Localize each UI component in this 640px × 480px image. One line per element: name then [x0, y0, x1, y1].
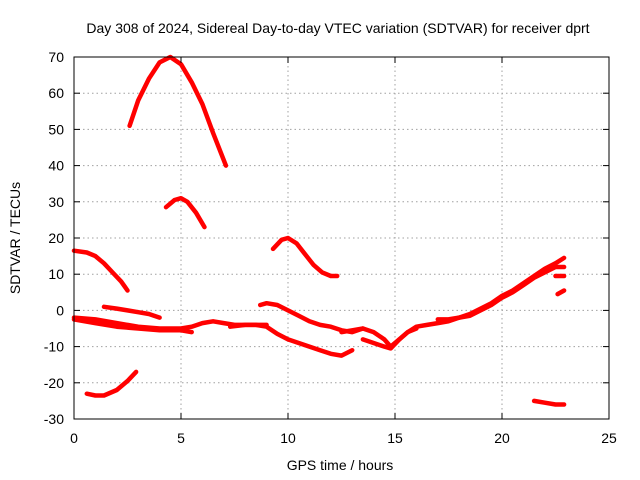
y-tick-label: 20: [48, 230, 64, 246]
series-rise-main: [360, 255, 567, 351]
series-band-lower: [71, 317, 194, 335]
series-arc-mid-a: [163, 195, 207, 230]
x-axis-label: GPS time / hours: [287, 457, 394, 473]
ticks-layer: 0 5 10 15 20 25 -30 -20 -10 0 10 20 30 40 50 60 70: [44, 49, 617, 446]
x-tick-label: 5: [177, 430, 185, 446]
x-tick-label: 20: [494, 430, 510, 446]
series-arc-left-mid: [101, 304, 162, 320]
series-arc-high: [127, 54, 229, 168]
y-axis-label: SDTVAR / TECUs: [7, 182, 23, 294]
y-tick-label: -10: [44, 339, 64, 355]
series-layer: [71, 54, 567, 407]
x-tick-label: 0: [70, 430, 78, 446]
series-mid-bump: [257, 300, 366, 335]
grid-layer: [74, 57, 609, 419]
x-tick-label: 15: [387, 430, 403, 446]
series-lower-right: [531, 398, 567, 407]
series-rise-secondary: [435, 264, 567, 322]
series-arc-mid-b: [270, 235, 340, 279]
series-end-stub-b: [555, 288, 567, 297]
y-tick-label: 30: [48, 194, 64, 210]
x-tick-label: 25: [601, 430, 617, 446]
y-tick-label: 60: [48, 85, 64, 101]
chart-title: Day 308 of 2024, Sidereal Day-to-day VTE…: [86, 20, 589, 36]
y-tick-label: -30: [44, 411, 64, 427]
y-tick-label: 40: [48, 158, 64, 174]
y-tick-label: 10: [48, 266, 64, 282]
series-arc-lower-left: [84, 369, 139, 398]
y-tick-label: -20: [44, 375, 64, 391]
series-arc-left-top: [71, 248, 130, 293]
series-mid-dip: [227, 322, 355, 358]
y-tick-label: 0: [56, 302, 64, 318]
y-tick-label: 70: [48, 49, 64, 65]
y-tick-label: 50: [48, 121, 64, 137]
x-tick-label: 10: [280, 430, 296, 446]
